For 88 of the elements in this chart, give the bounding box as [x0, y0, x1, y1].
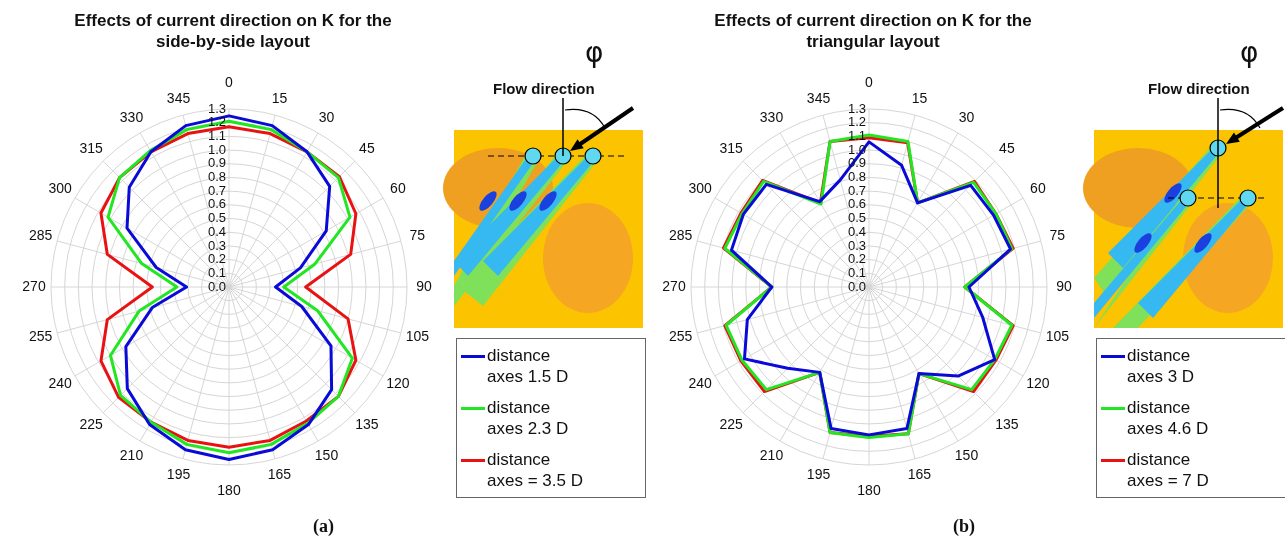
y-tick-label: 1.0 — [207, 141, 226, 157]
spoke-label: 150 — [314, 446, 339, 463]
spoke-label: 120 — [1026, 375, 1050, 392]
spoke-label: 15 — [911, 89, 928, 106]
spoke-label: 0 — [225, 73, 234, 90]
text: (a) — [313, 516, 334, 537]
spoke-label: 210 — [759, 446, 784, 463]
spoke-label: 315 — [719, 139, 744, 156]
spoke-label: 135 — [995, 415, 1019, 432]
spoke-label: 225 — [719, 415, 744, 432]
spoke-label: 195 — [166, 466, 191, 483]
chart-title: Effects of current direction on K for the side-by-side layout — [73, 10, 393, 52]
y-tick-label: 0.2 — [847, 251, 866, 267]
text: Flow direction — [1148, 80, 1250, 97]
spoke-label: 225 — [79, 415, 104, 432]
y-tick-label: 0.9 — [207, 155, 226, 171]
y-tick-label: 0.7 — [847, 182, 866, 198]
spoke-label: 330 — [759, 108, 784, 125]
chart-title: Effects of current direction on K for the triangular layout — [713, 10, 1033, 52]
spoke-label: 45 — [999, 139, 1015, 156]
spoke-label: 30 — [318, 108, 335, 125]
spoke-label: 90 — [416, 277, 432, 294]
y-tick-label: 0.0 — [847, 278, 866, 294]
legend-label: distance axes 3 D — [1127, 345, 1195, 387]
spoke-label: 240 — [688, 375, 713, 392]
spoke-label: 30 — [958, 108, 975, 125]
y-tick-label: 0.2 — [207, 251, 226, 267]
spoke-label: 90 — [1056, 277, 1072, 294]
y-tick-label: 0.4 — [847, 223, 866, 239]
legend-label: distance axes 4.6 D — [1127, 397, 1209, 439]
spoke-label: 270 — [22, 277, 46, 294]
legend-label: distance axes 2.3 D — [487, 397, 569, 439]
spoke-label: 45 — [359, 139, 375, 156]
text: (b) — [953, 516, 975, 537]
y-tick-label: 0.0 — [207, 278, 226, 294]
spoke-label: 240 — [48, 375, 73, 392]
spoke-label: 75 — [1049, 227, 1066, 244]
y-tick-label: 1.3 — [207, 100, 226, 116]
spoke-label: 210 — [119, 446, 144, 463]
y-tick-label: 0.3 — [207, 237, 226, 253]
spoke-label: 315 — [79, 139, 104, 156]
y-tick-label: 1.2 — [847, 114, 866, 130]
legend-label: distance axes = 3.5 D — [487, 449, 583, 491]
legend-label: distance axes = 7 D — [1127, 449, 1209, 491]
spoke-label: 15 — [271, 89, 288, 106]
spoke-label: 105 — [405, 328, 430, 345]
y-tick-label: 0.8 — [207, 169, 226, 185]
y-tick-label: 1.2 — [207, 114, 226, 130]
spoke-label: 120 — [386, 375, 410, 392]
spoke-label: 255 — [668, 328, 693, 345]
spoke-label: 285 — [668, 227, 693, 244]
spoke-label: 300 — [48, 180, 73, 197]
spoke-label: 180 — [857, 481, 881, 498]
y-tick-label: 0.1 — [847, 264, 866, 280]
y-tick-label: 1.1 — [847, 127, 866, 143]
y-tick-label: 0.8 — [847, 169, 866, 185]
y-tick-label: 0.6 — [207, 196, 226, 212]
spoke-label: 75 — [409, 227, 426, 244]
spoke-label: 270 — [662, 277, 686, 294]
y-tick-label: 0.5 — [847, 210, 866, 226]
spoke-label: 60 — [390, 180, 406, 197]
spoke-label: 135 — [355, 415, 379, 432]
spoke-label: 285 — [28, 227, 53, 244]
spoke-label: 165 — [267, 466, 292, 483]
spoke-label: 0 — [865, 73, 874, 90]
legend-label: distance axes 1.5 D — [487, 345, 569, 387]
y-tick-label: 0.1 — [207, 264, 226, 280]
spoke-label: 345 — [806, 89, 831, 106]
spoke-label: 195 — [806, 466, 831, 483]
spoke-label: 345 — [166, 89, 191, 106]
y-tick-label: 1.3 — [847, 100, 866, 116]
text: φ — [1240, 36, 1259, 69]
spoke-label: 255 — [28, 328, 53, 345]
spoke-label: 105 — [1045, 328, 1070, 345]
spoke-label: 180 — [217, 481, 241, 498]
text: Flow direction — [493, 80, 595, 97]
y-tick-label: 0.5 — [207, 210, 226, 226]
text: φ — [585, 36, 604, 69]
y-tick-label: 1.1 — [207, 127, 226, 143]
spoke-label: 300 — [688, 180, 713, 197]
y-tick-label: 0.4 — [207, 223, 226, 239]
spoke-label: 330 — [119, 108, 144, 125]
y-tick-label: 0.7 — [207, 182, 226, 198]
spoke-label: 150 — [954, 446, 979, 463]
spoke-label: 60 — [1030, 180, 1046, 197]
y-tick-label: 0.3 — [847, 237, 866, 253]
spoke-label: 165 — [907, 466, 932, 483]
y-tick-label: 0.6 — [847, 196, 866, 212]
